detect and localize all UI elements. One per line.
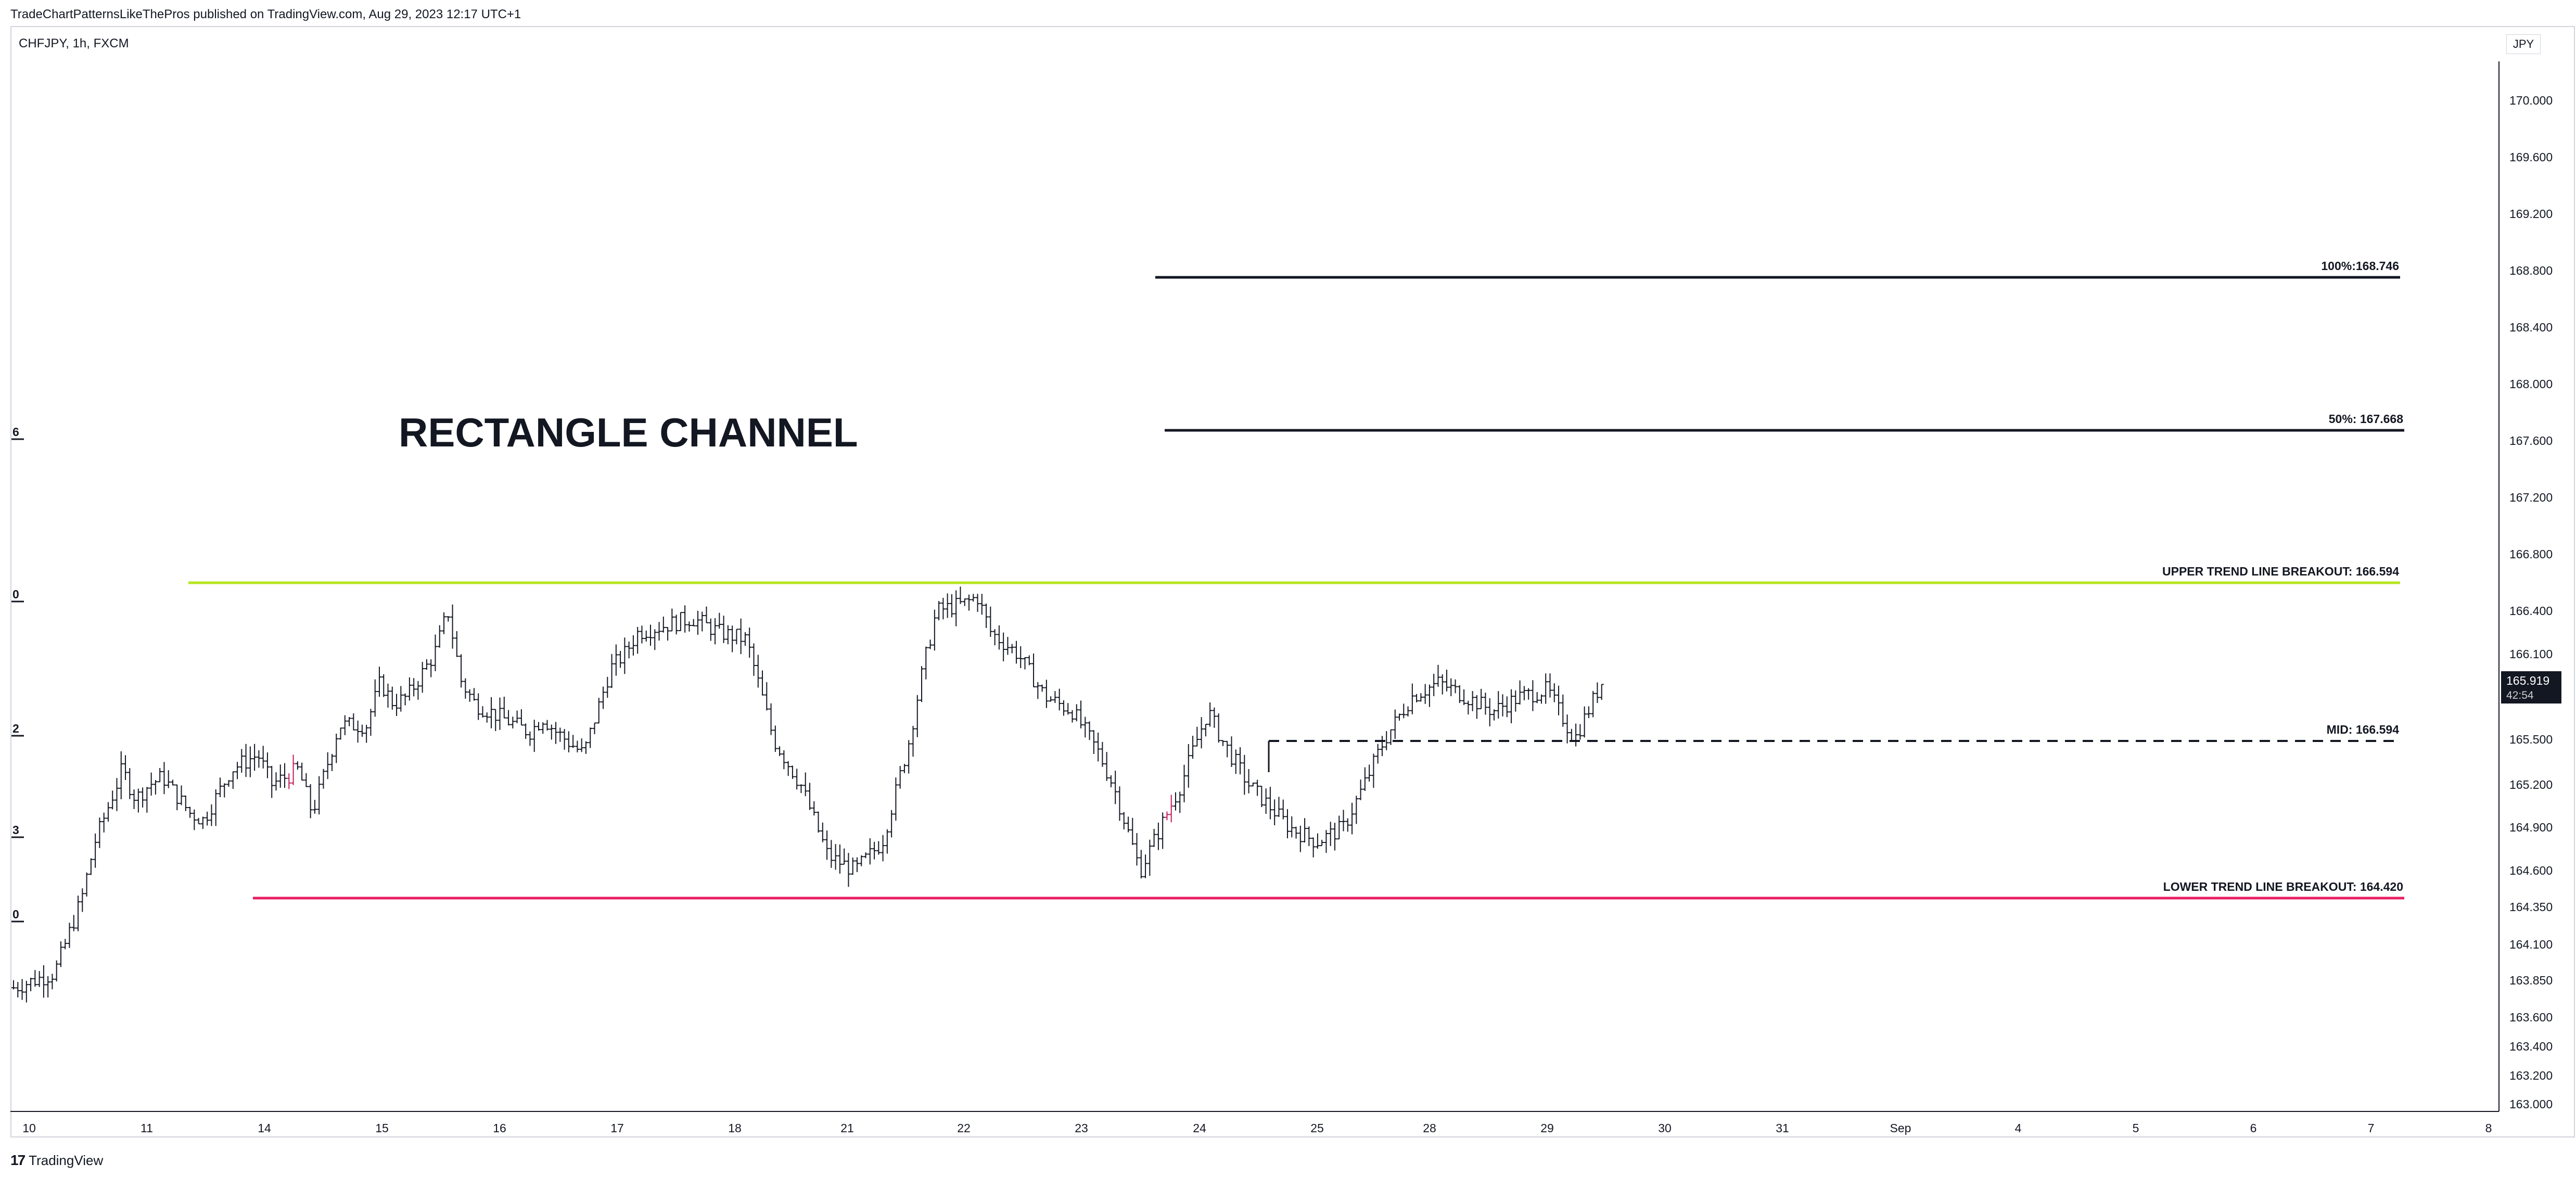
price-tick-label: 167.200 [2509,491,2553,504]
time-tick-label: 14 [258,1121,271,1135]
time-tick-label: 24 [1193,1121,1206,1135]
currency-button[interactable]: JPY [2506,34,2541,54]
level-label: 50%: 167.668 [2329,412,2403,426]
price-tick-label: 169.600 [2509,150,2553,164]
price-tick-label: 168.800 [2509,264,2553,277]
price-tick-label: 163.850 [2509,974,2553,987]
level-label: MID: 166.594 [2327,723,2400,736]
tradingview-logo-icon: 17 [10,1152,25,1168]
left-level-label: 2 [12,722,19,735]
price-tick-label: 165.500 [2509,733,2553,746]
price-tick-label: 165.200 [2509,778,2553,791]
time-tick-label: 30 [1658,1121,1672,1135]
time-tick-label: 25 [1310,1121,1324,1135]
level-label: 100%:168.746 [2321,259,2399,273]
price-tick-label: 163.400 [2509,1040,2553,1053]
price-tick-label: 168.000 [2509,377,2553,391]
price-tick-label: 164.100 [2509,938,2553,951]
time-tick-label: 4 [2015,1121,2022,1135]
time-tick-label: Sep [1890,1121,1911,1135]
level-label: UPPER TREND LINE BREAKOUT: 166.594 [2162,565,2399,578]
time-tick-label: 8 [2485,1121,2492,1135]
price-tick-label: 169.200 [2509,207,2553,221]
time-tick-label: 31 [1776,1121,1789,1135]
current-price-badge [2501,671,2561,703]
left-level-label: 0 [12,587,19,601]
time-tick-label: 29 [1540,1121,1554,1135]
price-tick-label: 164.350 [2509,900,2553,914]
time-tick-label: 11 [141,1121,153,1135]
time-tick-label: 17 [610,1121,624,1135]
price-tick-label: 170.000 [2509,94,2553,107]
current-price-label: 165.919 [2506,674,2549,687]
symbol-label[interactable]: CHFJPY, 1h, FXCM [19,36,129,50]
left-level-label: 6 [12,425,19,439]
price-tick-label: 164.900 [2509,821,2553,834]
tradingview-logo[interactable]: 17 TradingView [10,1152,103,1169]
left-level-label: 3 [12,823,19,837]
price-tick-label: 166.100 [2509,647,2553,661]
chart-title: RECTANGLE CHANNEL [399,410,858,455]
price-tick-label: 166.400 [2509,604,2553,618]
price-tick-label: 166.800 [2509,547,2553,561]
time-tick-label: 5 [2133,1121,2139,1135]
time-tick-label: 10 [22,1121,36,1135]
time-tick-label: 7 [2368,1121,2375,1135]
tradingview-brand-text: TradingView [29,1152,104,1168]
time-tick-label: 18 [728,1121,742,1135]
price-tick-label: 163.600 [2509,1010,2553,1024]
chart-frame [10,26,2575,1137]
price-tick-label: 167.600 [2509,434,2553,447]
time-tick-label: 28 [1423,1121,1436,1135]
price-tick-label: 163.000 [2509,1097,2553,1111]
level-label: LOWER TREND LINE BREAKOUT: 164.420 [2163,880,2403,893]
time-tick-label: 22 [957,1121,971,1135]
time-tick-label: 6 [2250,1121,2257,1135]
left-level-label: 0 [12,907,19,921]
time-tick-label: 21 [840,1121,854,1135]
publisher-header: TradeChartPatternsLikeThePros published … [10,7,521,21]
countdown-label: 42:54 [2506,689,2534,701]
price-tick-label: 163.200 [2509,1069,2553,1082]
time-tick-label: 15 [375,1121,389,1135]
time-tick-label: 23 [1075,1121,1088,1135]
time-tick-label: 16 [493,1121,506,1135]
price-tick-label: 164.600 [2509,864,2553,877]
price-tick-label: 168.400 [2509,321,2553,334]
